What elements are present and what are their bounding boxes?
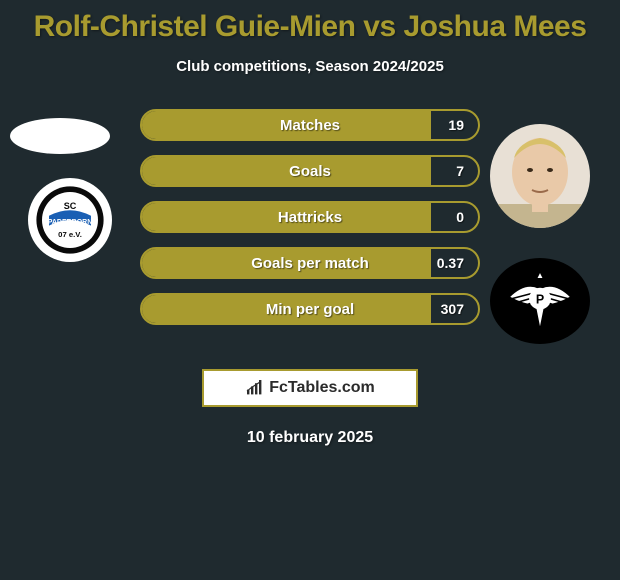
- stat-value-right: 0: [456, 209, 464, 225]
- stat-value-right: 0.37: [437, 255, 464, 271]
- brand-text: FcTables.com: [269, 379, 375, 397]
- stat-value-right: 7: [456, 163, 464, 179]
- stat-row: Goals7: [140, 155, 480, 187]
- stat-row: Min per goal307: [140, 293, 480, 325]
- comparison-card: Rolf-Christel Guie-Mien vs Joshua Mees C…: [0, 0, 620, 447]
- subtitle: Club competitions, Season 2024/2025: [0, 58, 620, 75]
- stat-row: Hattricks0: [140, 201, 480, 233]
- stat-row: Goals per match0.37: [140, 247, 480, 279]
- bar-chart-icon: [245, 380, 265, 396]
- stat-label: Hattricks: [142, 209, 478, 226]
- page-title: Rolf-Christel Guie-Mien vs Joshua Mees: [0, 10, 620, 44]
- stat-row: Matches19: [140, 109, 480, 141]
- brand-badge[interactable]: FcTables.com: [202, 369, 418, 407]
- stat-label: Matches: [142, 117, 478, 134]
- stat-label: Goals per match: [142, 255, 478, 272]
- date-text: 10 february 2025: [0, 429, 620, 447]
- stat-value-right: 19: [448, 117, 464, 133]
- stats-list: Matches19 Goals7 Hattricks0 Goals per match…: [0, 109, 620, 339]
- stat-value-right: 307: [441, 301, 464, 317]
- stat-label: Goals: [142, 163, 478, 180]
- stat-label: Min per goal: [142, 301, 478, 318]
